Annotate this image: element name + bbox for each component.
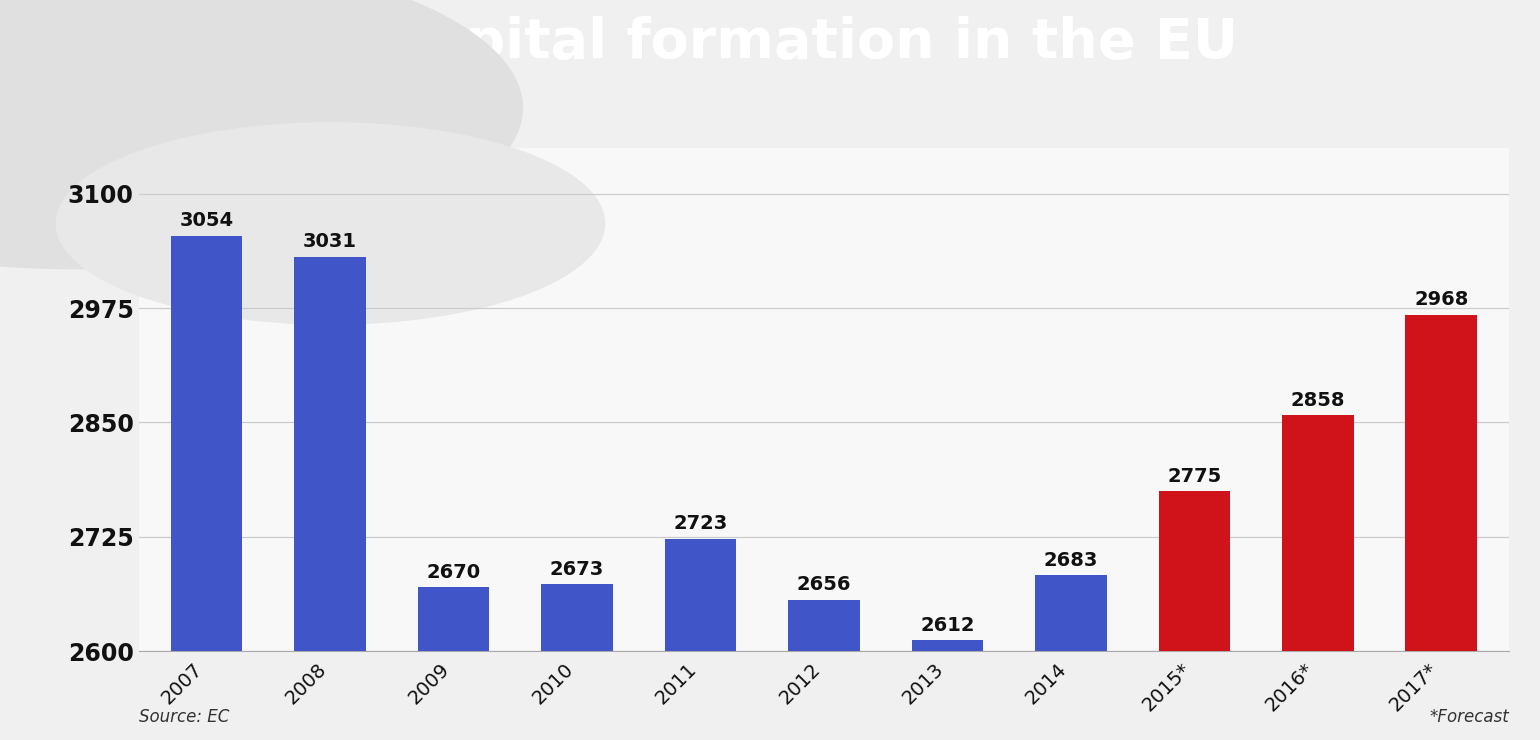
Bar [1035,575,1107,651]
Text: (EUR billion): (EUR billion) [23,96,151,116]
Text: 2673: 2673 [550,560,604,579]
Text: 2656: 2656 [796,576,852,594]
Text: 2683: 2683 [1044,551,1098,570]
Bar [171,236,242,651]
Circle shape [0,0,522,269]
Bar [1281,415,1354,651]
Text: 2968: 2968 [1414,290,1469,309]
Text: 2858: 2858 [1291,391,1344,410]
Text: 2670: 2670 [427,562,480,582]
Text: Source: EC: Source: EC [139,707,229,725]
Bar [541,585,613,651]
Text: 3031: 3031 [303,232,357,252]
Bar [1406,314,1477,651]
Bar [294,257,367,651]
Text: 2723: 2723 [673,514,727,534]
Circle shape [57,123,605,324]
Bar [1158,491,1230,651]
Bar [788,600,859,651]
Text: 2775: 2775 [1167,467,1221,485]
Text: 3054: 3054 [180,212,234,230]
Bar [912,640,983,651]
Text: *Forecast: *Forecast [1429,707,1509,725]
Text: Gross fixed capital formation in the EU: Gross fixed capital formation in the EU [23,16,1238,70]
Text: 2612: 2612 [919,616,975,635]
Bar [665,539,736,651]
Bar [417,587,490,651]
